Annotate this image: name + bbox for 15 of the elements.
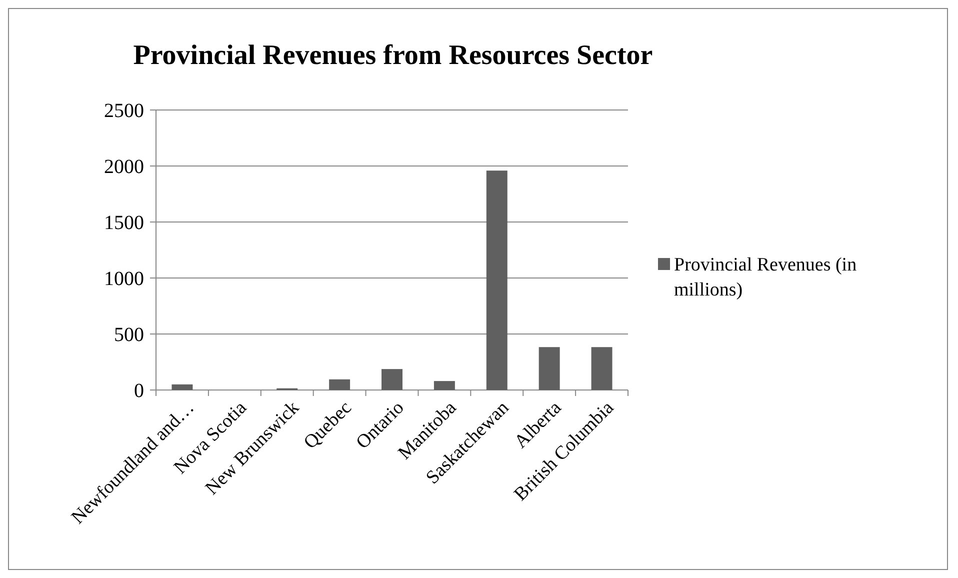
y-tick-label: 500 [114, 324, 144, 346]
y-tick-label: 2000 [104, 156, 144, 178]
bar [434, 381, 455, 390]
bar [172, 384, 193, 390]
legend-label: Provincial Revenues (in millions) [674, 254, 858, 300]
bar [329, 379, 350, 390]
bar [538, 347, 560, 390]
bar [486, 170, 508, 390]
bar [591, 347, 612, 390]
y-tick-label: 2500 [104, 100, 144, 122]
bar [382, 369, 402, 390]
y-tick-label: 1500 [104, 212, 144, 234]
y-tick-label: 1000 [104, 268, 144, 290]
chart-title: Provincial Revenues from Resources Sector [133, 40, 653, 71]
y-tick-label: 0 [134, 380, 144, 402]
